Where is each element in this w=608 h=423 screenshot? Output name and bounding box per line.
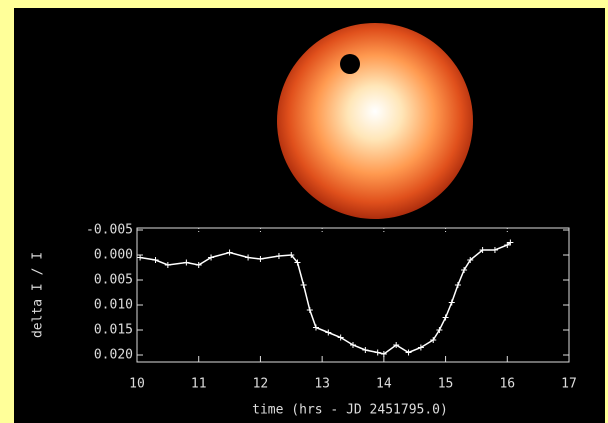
y-tick-label: -0.005	[86, 223, 133, 238]
chart: delta I / I time (hrs - JD 2451795.0) 10…	[0, 0, 608, 423]
x-tick-label: 14	[376, 377, 392, 392]
x-axis-label: time (hrs - JD 2451795.0)	[252, 403, 448, 418]
y-tick-label: 0.015	[94, 323, 133, 338]
x-tick-label: 12	[253, 377, 269, 392]
star	[277, 23, 473, 219]
x-tick-label: 13	[314, 377, 330, 392]
page: delta I / I time (hrs - JD 2451795.0) 10…	[0, 0, 608, 423]
y-tick-label: 0.000	[94, 248, 133, 263]
x-tick-label: 10	[129, 377, 145, 392]
x-tick-label: 11	[191, 377, 207, 392]
y-tick-label: 0.005	[94, 273, 133, 288]
y-axis-label: delta I / I	[31, 252, 46, 338]
x-tick-label: 15	[438, 377, 454, 392]
x-tick-label: 17	[561, 377, 577, 392]
x-tick-label: 16	[499, 377, 515, 392]
y-tick-label: 0.020	[94, 348, 133, 363]
planet	[340, 54, 360, 74]
y-tick-label: 0.010	[94, 298, 133, 313]
